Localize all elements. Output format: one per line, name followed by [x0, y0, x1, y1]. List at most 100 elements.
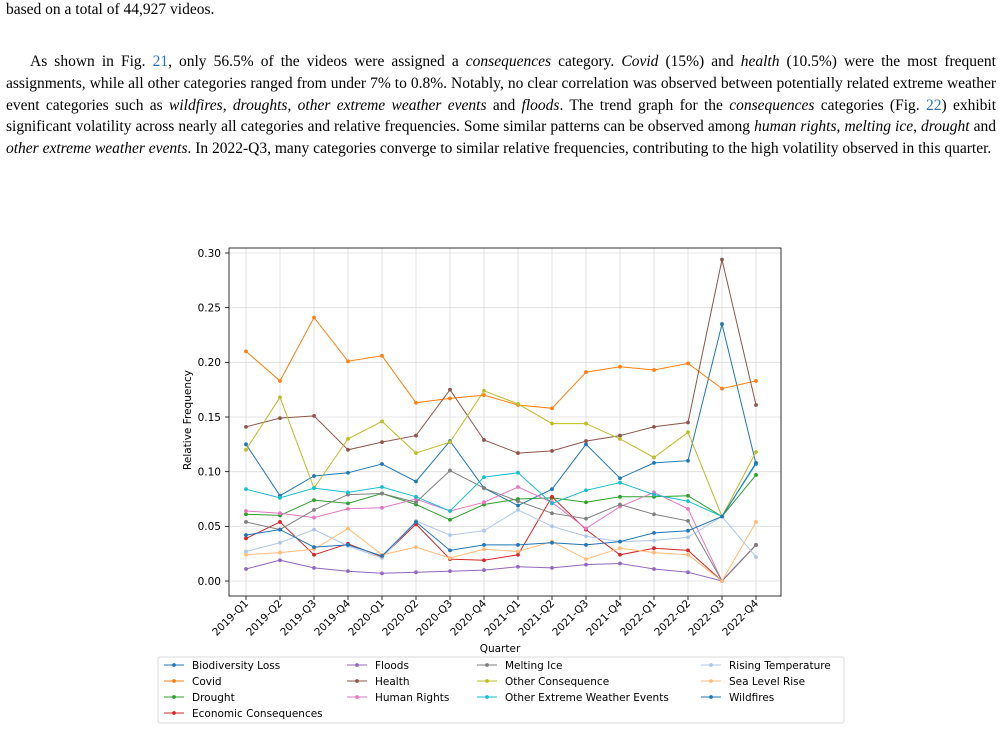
x-tick-label: 2021-Q3 [550, 598, 591, 639]
leading-text-line: based on a total of 44,927 videos. [6, 1, 215, 18]
data-point [550, 511, 554, 516]
data-point [448, 468, 452, 473]
data-point [550, 487, 554, 492]
legend-label: Rising Temperature [729, 660, 831, 672]
data-point [754, 403, 758, 407]
data-point [720, 514, 724, 519]
series-wildfires [244, 461, 758, 558]
data-point [652, 546, 656, 551]
data-point [516, 543, 520, 547]
data-point [380, 419, 384, 424]
data-point [584, 500, 588, 505]
data-point [244, 424, 248, 429]
data-point [618, 552, 622, 557]
data-point [516, 451, 520, 455]
data-point [584, 543, 588, 547]
data-point [312, 498, 316, 502]
figure-ref-21[interactable]: 21 [152, 53, 169, 70]
chart-grid [229, 248, 781, 596]
legend-label: Economic Consequences [192, 708, 323, 720]
x-tick-label: 2021-Q1 [482, 598, 523, 639]
data-point [448, 387, 452, 392]
legend-item: Wildfires [701, 692, 774, 704]
data-point [482, 543, 486, 547]
legend-swatch-marker [355, 663, 359, 667]
legend-item: Drought [164, 692, 235, 704]
y-tick-label: 0.00 [198, 576, 221, 588]
legend-label: Health [375, 676, 409, 688]
series-line [245, 495, 757, 582]
text-run: health [740, 53, 780, 70]
data-point [278, 416, 282, 420]
data-point [482, 547, 486, 552]
data-point [652, 567, 656, 571]
chart-legend: Biodiversity Loss Covid Drought Economic Co… [157, 656, 845, 724]
x-axis-label: Quarter [480, 643, 521, 655]
data-point [686, 430, 690, 435]
data-point [448, 440, 452, 445]
data-point [380, 505, 384, 510]
legend-item: Health [347, 676, 409, 688]
text-run: , [287, 96, 298, 114]
data-point [244, 533, 248, 537]
legend-item: Rising Temperature [701, 660, 831, 672]
legend-item: Floods [347, 660, 409, 672]
legend-swatch-marker [355, 679, 359, 683]
legend-swatch-marker [172, 663, 176, 667]
data-point [244, 509, 248, 513]
text-run: wildfires [169, 96, 223, 114]
data-point [244, 536, 248, 541]
series-covid [244, 315, 758, 411]
text-run: categories (Fig. [814, 96, 926, 114]
legend-item: Other Extreme Weather Events [477, 692, 669, 704]
data-point [754, 450, 758, 454]
series-line [245, 462, 757, 557]
data-point [278, 527, 282, 532]
data-point [244, 442, 248, 447]
plot-frame [228, 247, 782, 597]
text-run: other extreme weather events [297, 96, 487, 114]
text-run: . The trend graph for the [559, 96, 730, 114]
text-run: and [969, 118, 997, 136]
data-point [482, 500, 486, 505]
data-point [278, 550, 282, 555]
data-point [312, 515, 316, 520]
legend-box [157, 656, 845, 724]
legend-swatch-marker [172, 679, 176, 683]
data-point [652, 512, 656, 517]
data-point [312, 552, 316, 557]
data-point [686, 552, 690, 557]
data-point [584, 516, 588, 521]
text-run: and [486, 96, 522, 114]
legend-label: Covid [192, 676, 222, 688]
data-point [244, 549, 248, 554]
data-point [448, 548, 452, 553]
legend-label: Other Consequence [505, 676, 609, 688]
data-point [516, 508, 520, 512]
data-point [448, 509, 452, 513]
x-tick-label: 2022-Q1 [618, 598, 659, 639]
data-point [618, 364, 622, 369]
data-point [686, 518, 690, 523]
y-axis-ticks: 0.00 0.05 0.10 0.15 0.20 0.25 0.30 [198, 248, 229, 588]
y-tick-label: 0.25 [198, 302, 221, 314]
data-point [652, 492, 656, 497]
data-point [346, 569, 350, 574]
legend-label: Floods [375, 660, 409, 672]
data-point [754, 473, 758, 477]
data-point [618, 561, 622, 566]
data-point [346, 543, 350, 547]
data-point [312, 315, 316, 320]
data-point [244, 487, 248, 492]
figure-ref-22[interactable]: 22 [925, 96, 942, 114]
text-run: , only 56.5% of the videos were assigned… [168, 53, 466, 70]
text-run: (10.5%) were the most frequent assignmen… [6, 53, 996, 114]
data-point [414, 545, 418, 550]
y-tick-label: 0.30 [198, 248, 221, 260]
text-run: floods [521, 96, 560, 114]
data-point [380, 462, 384, 466]
data-point [754, 461, 758, 465]
data-point [550, 448, 554, 453]
x-tick-label: 2022-Q2 [652, 598, 693, 639]
